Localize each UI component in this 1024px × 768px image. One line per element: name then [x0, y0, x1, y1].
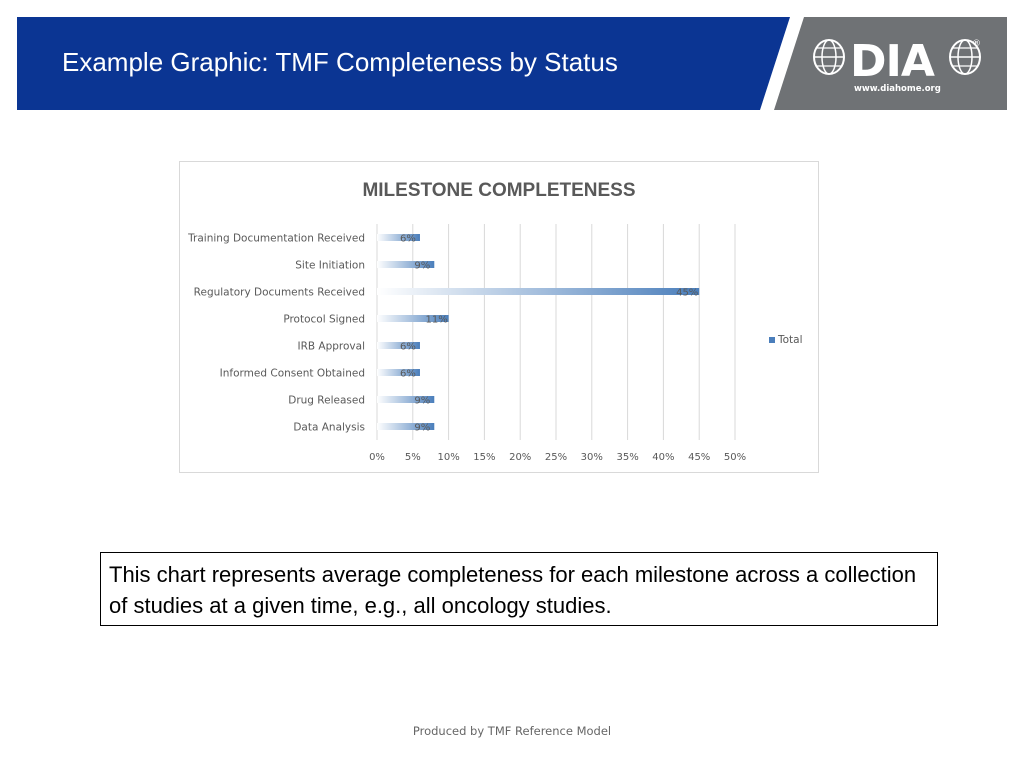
category-label: IRB Approval: [297, 341, 365, 353]
bars: [377, 234, 700, 430]
gridlines: [376, 224, 736, 440]
logo-wordmark: DIA: [850, 36, 935, 87]
x-tick-label: 45%: [688, 452, 710, 463]
bar: [377, 315, 449, 322]
category-label: Informed Consent Obtained: [220, 368, 365, 380]
x-axis-ticks: 0% 5% 10% 15% 20% 25% 30% 35% 40% 45% 50%: [369, 452, 746, 463]
x-tick-label: 40%: [652, 452, 674, 463]
data-labels: 6% 9% 45% 11% 6% 6% 9% 9%: [400, 234, 698, 434]
category-label: Data Analysis: [293, 422, 365, 434]
slide-title: Example Graphic: TMF Completeness by Sta…: [62, 47, 618, 77]
category-labels: Training Documentation Received Site Init…: [187, 233, 365, 434]
x-tick-label: 5%: [405, 452, 421, 463]
logo-url: www.diahome.org: [854, 84, 941, 94]
data-label: 9%: [414, 423, 430, 434]
data-label: 6%: [400, 234, 416, 245]
x-tick-label: 20%: [509, 452, 531, 463]
bar: [377, 423, 435, 430]
legend-swatch: [769, 337, 775, 343]
category-label: Regulatory Documents Received: [194, 287, 365, 299]
category-label: Training Documentation Received: [187, 233, 365, 245]
header-band: Example Graphic: TMF Completeness by Sta…: [17, 17, 1007, 110]
chart-container: MILESTONE COMPLETENESS 6% 9% 45% 11% 6% 6% 9% 9…: [179, 161, 819, 473]
bar: [377, 369, 420, 376]
registered-mark: ®: [972, 39, 981, 49]
category-label: Protocol Signed: [283, 314, 365, 326]
x-tick-label: 50%: [724, 452, 746, 463]
footer-text: Produced by TMF Reference Model: [412, 724, 612, 738]
x-tick-label: 15%: [473, 452, 495, 463]
bar: [377, 396, 435, 403]
data-label: 11%: [425, 315, 447, 326]
legend-label: Total: [777, 334, 803, 346]
x-tick-label: 35%: [616, 452, 638, 463]
x-tick-label: 25%: [545, 452, 567, 463]
x-tick-label: 10%: [437, 452, 459, 463]
data-label: 9%: [414, 396, 430, 407]
category-label: Site Initiation: [295, 260, 365, 272]
bar: [377, 342, 420, 349]
bar: [377, 234, 420, 241]
caption-box: This chart represents average completene…: [100, 552, 938, 626]
category-label: Drug Released: [288, 395, 365, 407]
globe-icon: [813, 39, 845, 75]
bar: [377, 288, 700, 295]
x-tick-label: 0%: [369, 452, 385, 463]
globe-icon: [949, 39, 981, 75]
caption-text: This chart represents average completene…: [109, 562, 917, 618]
data-label: 6%: [400, 342, 416, 353]
chart-title: MILESTONE COMPLETENESS: [362, 180, 635, 201]
dia-logo[interactable]: DIA ® www.diahome.org: [810, 37, 982, 99]
bar: [377, 261, 435, 268]
x-tick-label: 30%: [581, 452, 603, 463]
data-label: 9%: [414, 261, 430, 272]
milestone-bar-chart: MILESTONE COMPLETENESS 6% 9% 45% 11% 6% 6% 9% 9…: [187, 180, 803, 463]
title-band: [17, 17, 790, 110]
data-label: 45%: [676, 288, 698, 299]
data-label: 6%: [400, 369, 416, 380]
legend: Total: [769, 334, 803, 346]
